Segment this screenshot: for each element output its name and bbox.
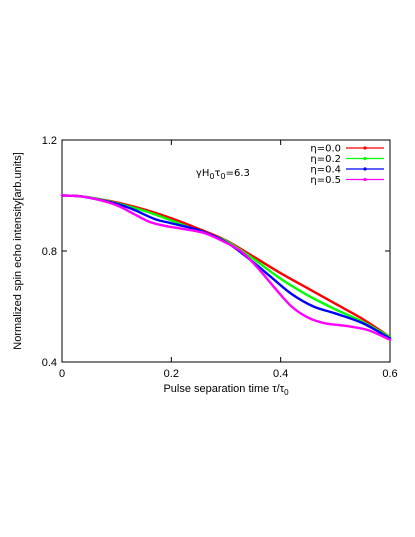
legend-marker-3	[363, 177, 367, 182]
series-lines	[60, 194, 392, 341]
annotation-parameter: γH0τ0=6.3	[196, 168, 250, 181]
y-tick-label: 0.8	[42, 246, 57, 258]
tick-marks	[61, 139, 391, 363]
legend-label-1: η=0.2	[310, 154, 341, 165]
x-tick-label: 0.4	[273, 368, 288, 380]
legend-label-0: η=0.0	[310, 144, 341, 155]
y-axis-label: Normalized spin echo intensity[arb.units…	[12, 152, 24, 349]
tick-labels: 0 0.2 0.4 0.6 0.4 0.8 1.2	[42, 135, 398, 380]
legend-label-2: η=0.4	[310, 165, 341, 176]
y-tick-label: 1.2	[42, 135, 57, 147]
y-tick-label: 0.4	[42, 357, 57, 369]
x-tick-label: 0.6	[382, 368, 397, 380]
legend-label-3: η=0.5	[310, 175, 341, 186]
legend: η=0.0η=0.2η=0.4η=0.5	[310, 144, 384, 186]
legend-marker-2	[363, 167, 367, 171]
x-tick-label: 0.2	[164, 368, 179, 380]
x-tick-label: 0	[59, 368, 65, 380]
series-line-3	[60, 194, 392, 341]
legend-marker-1	[363, 156, 367, 161]
legend-marker-0	[363, 146, 367, 150]
x-axis-label: Pulse separation time τ/τ0	[163, 383, 289, 397]
series-line-2	[60, 194, 392, 340]
